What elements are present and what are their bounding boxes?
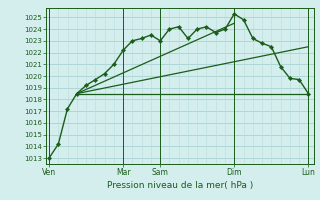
X-axis label: Pression niveau de la mer( hPa ): Pression niveau de la mer( hPa ) (107, 181, 253, 190)
